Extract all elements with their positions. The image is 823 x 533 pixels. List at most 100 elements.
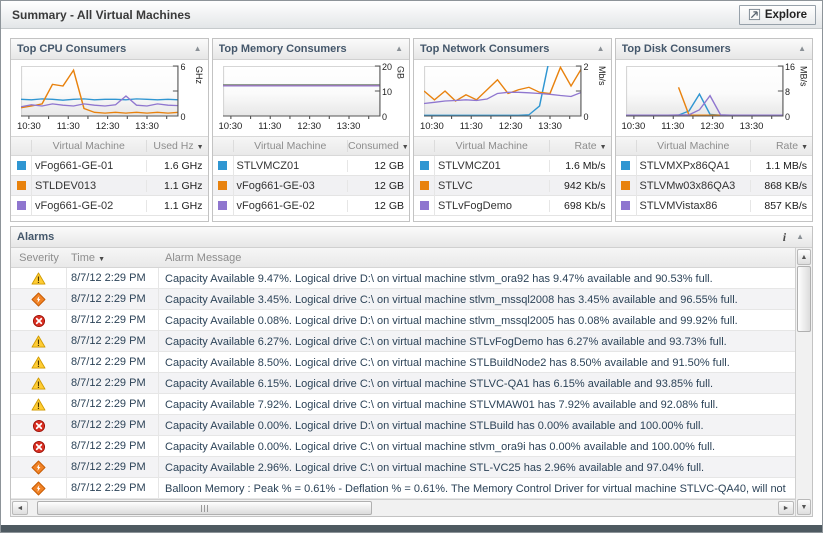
alarm-row[interactable]: 8/7/12 2:29 PM Balloon Memory : Peak % = … xyxy=(11,478,795,499)
alarm-time-cell: 8/7/12 2:29 PM xyxy=(67,352,159,373)
severity-cell xyxy=(11,289,67,310)
value-column-header[interactable]: Used Hz ▼ xyxy=(145,140,208,152)
scroll-up-button[interactable]: ▲ xyxy=(797,249,811,265)
y-axis-unit: GB xyxy=(395,66,406,80)
alarm-row[interactable]: 8/7/12 2:29 PM Capacity Available 3.45%. … xyxy=(11,289,795,310)
consumers-table: Virtual Machine Rate ▼ STLVMCZ01 1.6 Mb/s… xyxy=(414,136,611,216)
series-color-cell xyxy=(213,180,233,192)
vm-column-header[interactable]: Virtual Machine xyxy=(31,140,146,152)
x-axis-tick-label: 10:30 xyxy=(16,121,41,132)
scroll-left-button[interactable]: ◄ xyxy=(12,501,28,515)
value-cell: 1.1 MB/s xyxy=(750,159,812,172)
message-column-header[interactable]: Alarm Message xyxy=(165,251,242,264)
consumer-row[interactable]: vFog661-GE-02 1.1 GHz xyxy=(11,195,208,216)
alarm-message-cell: Capacity Available 6.27%. Logical drive … xyxy=(165,335,727,348)
chart-canvas xyxy=(222,65,380,120)
alarms-header: Alarms i ▲ xyxy=(11,227,812,248)
consumer-row[interactable]: STLVMw03x86QA3 868 KB/s xyxy=(615,175,812,196)
alarm-message-cell: Capacity Available 3.45%. Logical drive … xyxy=(165,293,738,306)
consumer-row[interactable]: STLvFogDemo 698 Kb/s xyxy=(414,195,611,216)
alarm-row[interactable]: 8/7/12 2:29 PM Capacity Available 2.96%. … xyxy=(11,457,795,478)
chart-plot xyxy=(424,65,582,119)
collapse-icon[interactable]: ▲ xyxy=(796,232,804,241)
y-axis-tick-label: 8 xyxy=(785,87,791,97)
y-axis-tick-label: 0 xyxy=(785,112,791,122)
collapse-icon[interactable]: ▲ xyxy=(596,44,605,53)
value-column-header[interactable]: Rate ▼ xyxy=(750,140,812,152)
y-axis-tick-label: 10 xyxy=(382,87,393,97)
y-axis-tick-label: 0 xyxy=(583,112,589,122)
h-scroll-track[interactable] xyxy=(31,501,775,515)
explore-button[interactable]: Explore xyxy=(738,4,816,25)
collapse-icon[interactable]: ▲ xyxy=(395,44,403,53)
y-axis: 0 10 20 xyxy=(380,62,395,122)
scroll-down-button[interactable]: ▼ xyxy=(797,499,811,515)
vm-column-header[interactable]: Virtual Machine xyxy=(434,140,549,152)
consumer-row[interactable]: STLVC 942 Kb/s xyxy=(414,175,611,196)
alarm-row[interactable]: 8/7/12 2:29 PM Capacity Available 0.08%. … xyxy=(11,310,795,331)
vm-name-cell: vFog661-GE-01 xyxy=(31,155,146,176)
alarm-message-cell: Capacity Available 9.47%. Logical drive … xyxy=(165,272,713,285)
h-scroll-thumb[interactable] xyxy=(37,501,372,515)
severity-column-header[interactable]: Severity xyxy=(19,251,59,264)
svg-text:!: ! xyxy=(37,338,40,348)
alarm-time-cell: 8/7/12 2:29 PM xyxy=(67,289,159,310)
severity-cell xyxy=(11,415,67,436)
consumer-row[interactable]: STLVMCZ01 12 GB xyxy=(212,155,409,176)
vm-column-header[interactable]: Virtual Machine xyxy=(635,140,751,152)
value-cell: 12 GB xyxy=(347,179,409,192)
vm-name-cell: STLVC xyxy=(434,175,549,196)
alarm-row[interactable]: ! 8/7/12 2:29 PM Capacity Available 8.50%.… xyxy=(11,352,795,373)
alarm-message-cell: Capacity Available 0.00%. Logical drive … xyxy=(165,440,716,453)
consumer-row[interactable]: STLVMVistax86 857 KB/s xyxy=(615,195,812,216)
v-scroll-track[interactable] xyxy=(796,332,812,498)
value-column-header[interactable]: Consumed ▼ xyxy=(347,140,409,152)
alarms-table-body: ! 8/7/12 2:29 PM Capacity Available 9.47%.… xyxy=(11,268,795,499)
series-line xyxy=(21,98,179,101)
scroll-right-button[interactable]: ► xyxy=(778,501,794,515)
vm-name-cell: STLDEV013 xyxy=(31,175,146,196)
alarm-time-cell: 8/7/12 2:29 PM xyxy=(67,331,159,352)
series-color-swatch xyxy=(621,181,630,191)
alarm-row[interactable]: ! 8/7/12 2:29 PM Capacity Available 6.15%.… xyxy=(11,373,795,394)
consumer-row[interactable]: vFog661-GE-02 12 GB xyxy=(212,195,409,216)
consumer-row[interactable]: STLVMCZ01 1.6 Mb/s xyxy=(414,155,611,176)
x-axis-tick-label: 11:30 xyxy=(661,121,685,132)
alarm-row[interactable]: ! 8/7/12 2:29 PM Capacity Available 9.47%.… xyxy=(11,268,795,289)
page-title: Summary - All Virtual Machines xyxy=(12,7,191,22)
series-color-cell xyxy=(11,180,31,192)
series-color-cell xyxy=(11,160,31,172)
consumer-row[interactable]: vFog661-GE-01 1.6 GHz xyxy=(11,155,208,176)
series-color-cell xyxy=(414,160,434,172)
panel-title: Top Network Consumers xyxy=(420,43,550,55)
alarm-row[interactable]: 8/7/12 2:29 PM Capacity Available 0.00%. … xyxy=(11,415,795,436)
consumer-row[interactable]: STLDEV013 1.1 GHz xyxy=(11,175,208,196)
sort-desc-icon: ▼ xyxy=(599,144,607,151)
alarms-table: Severity Time ▼ Alarm Message ! 8/7/12 2:… xyxy=(11,248,795,516)
alarm-message-cell: Capacity Available 2.96%. Logical drive … xyxy=(165,461,705,474)
series-color-cell xyxy=(414,180,434,192)
series-line xyxy=(424,66,582,102)
consumer-row[interactable]: STLVMXPx86QA1 1.1 MB/s xyxy=(615,155,812,176)
alarm-row[interactable]: ! 8/7/12 2:29 PM Capacity Available 7.92%.… xyxy=(11,394,795,415)
explore-icon xyxy=(748,8,760,21)
y-axis-tick-label: 20 xyxy=(382,62,393,72)
collapse-icon[interactable]: ▲ xyxy=(193,44,202,53)
v-scroll-thumb[interactable] xyxy=(797,266,811,332)
time-column-header[interactable]: Time ▼ xyxy=(67,252,159,264)
alarm-row[interactable]: ! 8/7/12 2:29 PM Capacity Available 6.27%.… xyxy=(11,331,795,352)
x-axis-labels: 10:30 11:30 12:30 13:30 xyxy=(420,121,582,135)
info-icon[interactable]: i xyxy=(782,230,787,244)
alarm-message-cell: Capacity Available 8.50%. Logical drive … xyxy=(165,356,730,369)
chart-canvas xyxy=(625,65,783,120)
fatal-icon xyxy=(32,440,45,453)
panel-header: Top CPU Consumers ▲ xyxy=(11,39,208,60)
chart-plot-stack: 10:30 11:30 12:30 13:30 xyxy=(621,65,783,135)
collapse-icon[interactable]: ▲ xyxy=(798,44,806,53)
value-column-header[interactable]: Rate ▼ xyxy=(548,140,611,152)
severity-cell: ! xyxy=(11,331,67,352)
alarm-row[interactable]: 8/7/12 2:29 PM Capacity Available 0.00%. … xyxy=(11,436,795,457)
consumer-row[interactable]: vFog661-GE-03 12 GB xyxy=(212,175,409,196)
vm-column-header[interactable]: Virtual Machine xyxy=(232,140,348,152)
consumers-table: Virtual Machine Rate ▼ STLVMXPx86QA1 1.1 … xyxy=(615,136,812,216)
